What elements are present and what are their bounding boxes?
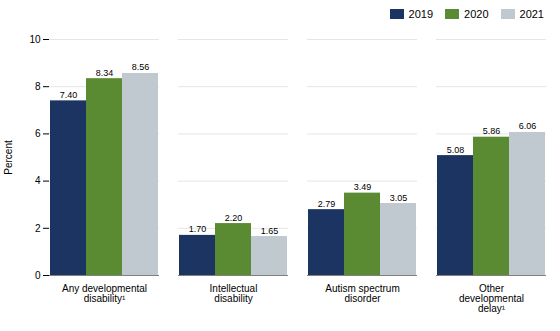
svg-text:5.08: 5.08 [447,145,465,155]
svg-text:5.86: 5.86 [483,126,501,136]
html-text:2019: 2019 [408,7,433,20]
svg-text:1.65: 1.65 [261,226,279,236]
svg-text:8.56: 8.56 [132,62,150,72]
svg-text:4: 4 [35,175,41,186]
svg-text:3.49: 3.49 [354,182,372,192]
html-text:2020: 2020 [464,7,489,20]
svg-text:10: 10 [29,34,41,45]
svg-text:Otherdevelopmentaldelay¹: Otherdevelopmentaldelay¹ [459,283,524,314]
svg-text:2.79: 2.79 [318,199,336,209]
svg-text:2: 2 [35,223,41,234]
svg-text:0: 0 [35,270,41,281]
svg-text:Any developmentaldisability¹: Any developmentaldisability¹ [62,283,147,304]
svg-text:Percent: Percent [3,140,14,175]
html-text:2021: 2021 [519,7,544,20]
svg-text:6: 6 [35,128,41,139]
svg-text:Intellectualdisability: Intellectualdisability [210,283,258,304]
svg-text:2.20: 2.20 [225,213,243,223]
svg-text:8.34: 8.34 [96,68,114,78]
svg-text:8: 8 [35,81,41,92]
svg-text:6.06: 6.06 [519,121,537,131]
svg-text:Autism spectrumdisorder: Autism spectrumdisorder [325,283,399,304]
svg-text:7.40: 7.40 [60,90,78,100]
svg-text:3.05: 3.05 [390,193,408,203]
svg-text:1.70: 1.70 [189,224,207,234]
